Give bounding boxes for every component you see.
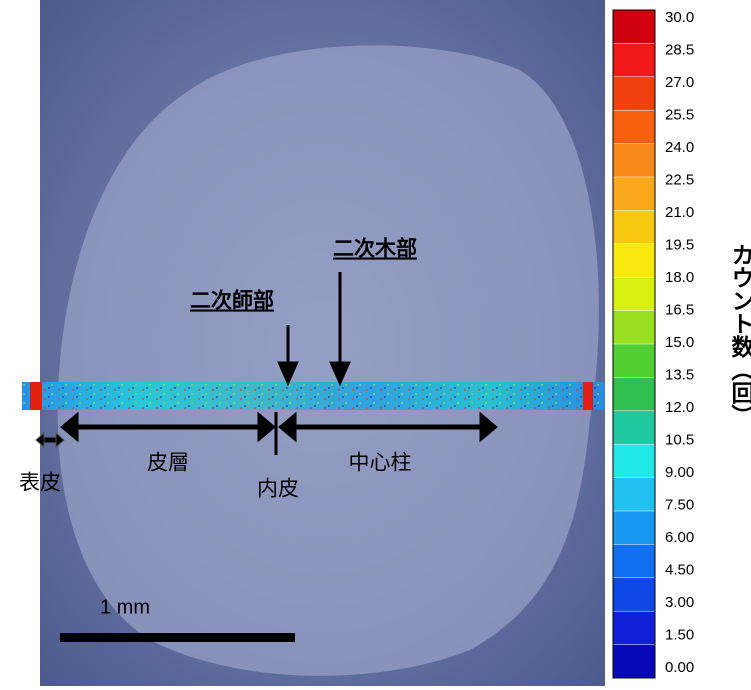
colorbar-tick-label: 15.0	[665, 334, 694, 351]
page: {"annotations": {"xylem": "二次木部", "phloe…	[0, 0, 751, 686]
colorbar-segment	[613, 645, 655, 679]
colorbar-tick-label: 19.5	[665, 236, 694, 253]
colorbar: 30.0 28.5 27.0 25.5 24.0 22.5 21.0 19.5 18.0 16.5…	[613, 9, 694, 679]
specimen	[58, 45, 599, 676]
colorbar-tick-label: 6.00	[665, 529, 694, 546]
colorbar-segment	[613, 10, 655, 44]
colorbar-tick-label: 13.5	[665, 366, 694, 383]
colorbar-segment	[613, 444, 655, 478]
colorbar-label: カウント数（回）	[727, 243, 751, 427]
colorbar-tick-label: 21.0	[665, 204, 694, 221]
colorbar-segment	[613, 377, 655, 411]
label-phloem: 二次師部	[190, 288, 274, 313]
label-cortex: 皮層	[147, 451, 189, 475]
heatmap-edge	[30, 382, 42, 410]
colorbar-segment	[613, 177, 655, 211]
colorbar-segment	[613, 244, 655, 278]
colorbar-tick-label: 1.50	[665, 626, 694, 643]
scale-label: 1 mm	[100, 596, 150, 618]
colorbar-tick-label: 24.0	[665, 139, 694, 156]
colorbar-segment	[613, 411, 655, 445]
colorbar-tick-label: 9.00	[665, 464, 694, 481]
heatmap-noise	[22, 382, 605, 410]
label-endodermis: 内皮	[257, 477, 299, 501]
colorbar-segment	[613, 43, 655, 77]
colorbar-tick-label: 12.0	[665, 399, 694, 416]
colorbar-segment	[613, 578, 655, 612]
colorbar-segment	[613, 611, 655, 645]
colorbar-tick-label: 0.00	[665, 659, 694, 676]
label-stele: 中心柱	[349, 451, 412, 475]
colorbar-tick-label: 30.0	[665, 9, 694, 26]
colorbar-segment	[613, 210, 655, 244]
colorbar-tick-label: 4.50	[665, 561, 694, 578]
colorbar-tick-label: 27.0	[665, 74, 694, 91]
colorbar-segment	[613, 77, 655, 111]
colorbar-tick-label: 3.00	[665, 594, 694, 611]
label-epidermis: 表皮	[19, 471, 61, 495]
colorbar-segment	[613, 311, 655, 345]
colorbar-segment	[613, 110, 655, 144]
heatmap-edge	[583, 382, 593, 410]
scale-bar	[60, 633, 295, 642]
colorbar-segment	[613, 511, 655, 545]
colorbar-segment	[613, 478, 655, 512]
label-xylem: 二次木部	[333, 236, 417, 261]
colorbar-tick-label: 18.0	[665, 269, 694, 286]
colorbar-tick-label: 22.5	[665, 171, 694, 188]
colorbar-segment	[613, 344, 655, 378]
colorbar-tick-label: 16.5	[665, 301, 694, 318]
colorbar-tick-label: 7.50	[665, 496, 694, 513]
figure: 二次木部 二次師部 表皮 皮層 内皮 中心柱 1 mm 30.0 28.5 27.0…	[0, 0, 751, 686]
colorbar-segment	[613, 277, 655, 311]
colorbar-tick-label: 25.5	[665, 106, 694, 123]
colorbar-tick-label: 10.5	[665, 431, 694, 448]
colorbar-tick-label: 28.5	[665, 41, 694, 58]
colorbar-segment	[613, 144, 655, 178]
colorbar-segment	[613, 544, 655, 578]
